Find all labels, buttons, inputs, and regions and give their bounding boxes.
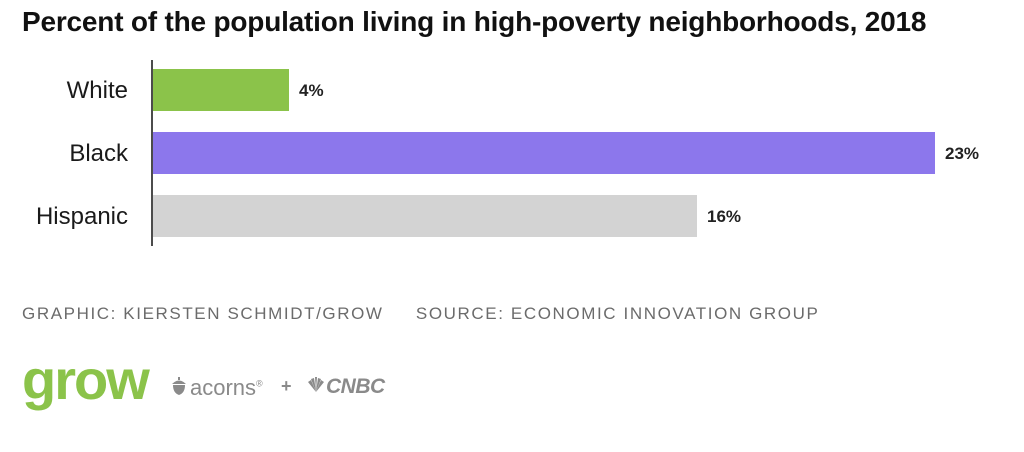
category-label-hispanic: Hispanic [36,203,128,230]
bar-hispanic [153,195,697,237]
value-label-white: 4% [299,81,324,100]
source-credit: SOURCE: ECONOMIC INNOVATION GROUP [415,304,820,323]
bar-white [153,69,289,111]
registered-mark: ® [256,378,263,389]
value-label-hispanic: 16% [707,207,741,226]
plus-sign: + [281,376,292,396]
peacock-icon [308,377,324,392]
brand-logos: grow acorns® + CNBC [22,350,442,420]
acorns-wordmark: acorns [190,375,257,400]
value-label-black: 23% [945,144,979,163]
bar-black [153,132,935,174]
category-label-white: White [67,77,128,104]
cnbc-logo: CNBC [326,375,385,398]
bar-chart: White 4% Black 23% Hispanic 16% [36,60,979,246]
acorn-icon [172,377,186,395]
chart-title: Percent of the population living in high… [22,6,927,37]
acorns-logo: acorns® [190,375,263,401]
graphic-credit: GRAPHIC: KIERSTEN SCHMIDT/GROW [22,304,384,323]
grow-logo: grow [22,348,150,411]
bars-group: White 4% Black 23% Hispanic 16% [36,69,979,237]
category-label-black: Black [69,140,129,167]
credits-line: GRAPHIC: KIERSTEN SCHMIDT/GROW SOURCE: E… [22,304,819,324]
